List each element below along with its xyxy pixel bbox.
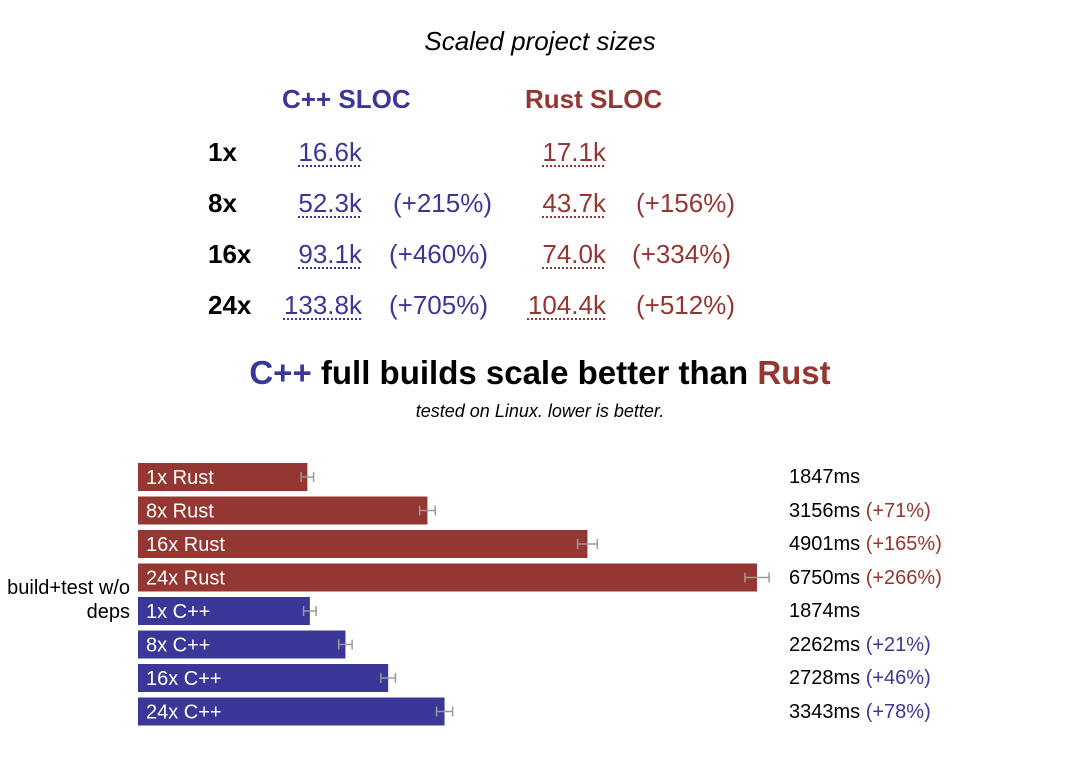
error-bar — [302, 606, 317, 616]
cpp-sloc-header: C++ SLOC — [282, 84, 411, 114]
error-bar — [380, 673, 397, 683]
bar-category-label: 1x C++ — [146, 601, 210, 623]
bar-8x-cpp — [138, 630, 346, 659]
rust-sloc-value: 43.7k — [542, 188, 606, 218]
rust-sloc-change: (+156%) — [636, 188, 735, 218]
bar-time: 6750ms — [789, 566, 861, 589]
bar-time: 2728ms — [789, 667, 861, 689]
cpp-sloc-change: (+460%) — [389, 239, 488, 269]
bar-change: (+46%) — [860, 667, 931, 689]
rust-sloc-value: 17.1k — [542, 137, 606, 167]
error-bar — [744, 572, 770, 583]
bar-category-label: 24x C++ — [146, 702, 222, 724]
bar-category-label: 24x Rust — [146, 568, 225, 590]
rust-sloc-header: Rust SLOC — [525, 84, 663, 114]
error-bar — [418, 505, 436, 516]
bar-1x-rust — [138, 463, 308, 491]
bar-value-label: 3156ms (+71%) — [789, 496, 931, 526]
bar-time: 2262ms — [789, 633, 861, 656]
bar-value-label: 3343ms (+78%) — [789, 697, 931, 727]
bar-value-label: 2728ms (+46%) — [789, 663, 931, 693]
cpp-sloc-change: (+705%) — [389, 290, 488, 320]
bar-category-label: 8x Rust — [146, 501, 214, 523]
cpp-sloc-change: (+215%) — [393, 188, 492, 218]
error-bar — [576, 539, 599, 549]
bar-category-label: 16x Rust — [146, 534, 225, 556]
bar-category-label: 1x Rust — [146, 467, 214, 489]
headline-middle: full builds scale better than — [311, 354, 758, 391]
bar-change: (+78%) — [860, 700, 931, 723]
size-row-label: 16x — [208, 239, 252, 269]
bar-change: (+71%) — [860, 499, 931, 522]
cpp-sloc-value: 52.3k — [298, 188, 362, 218]
error-bar — [300, 472, 315, 482]
size-row-label: 24x — [208, 290, 252, 320]
chart-headline: C++ full builds scale better than Rust — [0, 354, 1080, 392]
bar-time: 3343ms — [789, 700, 861, 723]
bar-category-label: 16x C++ — [146, 668, 222, 690]
bar-value-label: 2262ms (+21%) — [789, 630, 931, 660]
headline-rust: Rust — [757, 354, 831, 391]
bar-value-label: 4901ms (+165%) — [789, 529, 942, 559]
size-row-label: 1x — [208, 137, 237, 167]
bar-value-label: 6750ms (+266%) — [789, 563, 942, 593]
bar-change: (+266%) — [860, 566, 942, 589]
cpp-sloc-value: 133.8k — [283, 290, 362, 320]
bar-16x-rust — [138, 530, 588, 558]
headline-cpp: C++ — [249, 354, 312, 391]
error-bar — [435, 706, 454, 717]
bar-value-label: 1847ms — [789, 462, 860, 492]
y-axis-label: build+test w/o deps — [7, 577, 130, 623]
bar-8x-rust — [138, 496, 428, 525]
bar-16x-cpp — [138, 664, 389, 692]
bar-change: (+165%) — [860, 533, 942, 555]
bar-24x-rust — [138, 563, 757, 592]
bar-time: 1847ms — [789, 466, 861, 488]
bar-time: 3156ms — [789, 499, 861, 522]
cpp-sloc-value: 93.1k — [298, 239, 362, 269]
bar-time: 1874ms — [789, 600, 861, 622]
bar-value-label: 1874ms — [789, 596, 860, 626]
sizes-table-title: Scaled project sizes — [424, 26, 656, 56]
bar-category-label: 8x C++ — [146, 635, 210, 657]
rust-sloc-change: (+334%) — [632, 239, 731, 269]
bar-1x-cpp — [138, 597, 310, 625]
error-bar — [337, 639, 353, 650]
bar-change: (+21%) — [860, 633, 931, 656]
chart-subtitle: tested on Linux. lower is better. — [415, 401, 665, 421]
rust-sloc-value: 74.0k — [542, 239, 606, 269]
bar-time: 4901ms — [789, 533, 861, 555]
rust-sloc-change: (+512%) — [636, 290, 735, 320]
size-row-label: 8x — [208, 188, 237, 218]
cpp-sloc-value: 16.6k — [298, 137, 362, 167]
rust-sloc-value: 104.4k — [527, 290, 606, 320]
bar-24x-cpp — [138, 697, 445, 726]
